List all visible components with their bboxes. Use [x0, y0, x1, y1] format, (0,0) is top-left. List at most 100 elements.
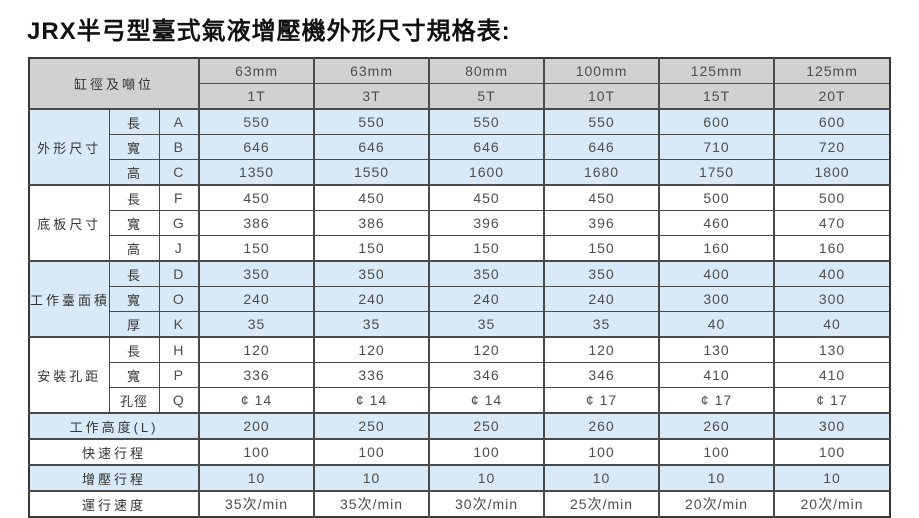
col-diameter-header: 63mm — [313, 57, 430, 84]
spec-value: 410 — [658, 362, 775, 388]
spec-value: 160 — [773, 235, 891, 262]
spec-value: 10 — [658, 464, 775, 492]
spec-value: 240 — [428, 286, 545, 312]
table-row: 外形尺寸 長 A 550 550 550 550 600 600 — [28, 108, 891, 186]
col-tonnage-header: 20T — [773, 83, 891, 110]
group-label: 安裝孔距 — [28, 336, 110, 414]
spec-value: 550 — [543, 108, 660, 135]
spec-value: 100 — [773, 438, 891, 466]
code-label: O — [158, 286, 200, 312]
spec-value: 336 — [313, 362, 430, 388]
footer-label: 運行速度 — [28, 490, 200, 518]
spec-value: 35次/min — [313, 490, 430, 518]
spec-value: 410 — [773, 362, 891, 388]
col-tonnage-header: 5T — [428, 83, 545, 110]
spec-value: 600 — [773, 108, 891, 135]
spec-value: 35 — [313, 311, 430, 338]
spec-value: 450 — [198, 184, 315, 211]
col-tonnage-header: 10T — [543, 83, 660, 110]
spec-value: 130 — [773, 336, 891, 363]
corner-label: 缸徑及噸位 — [28, 57, 200, 110]
code-label: J — [158, 235, 200, 262]
spec-value: 646 — [543, 134, 660, 160]
spec-value: 346 — [428, 362, 545, 388]
table-row: 寬 G 386 386 396 396 460 470 — [29, 210, 891, 236]
spec-value: 260 — [543, 412, 660, 440]
spec-value: 450 — [543, 184, 660, 211]
table-row: 厚 K 35 35 35 35 40 40 — [29, 311, 891, 338]
dim-label: 長 — [108, 336, 160, 363]
spec-value: 350 — [543, 260, 660, 287]
spec-value: 130 — [658, 336, 775, 363]
spec-value: 40 — [658, 311, 775, 338]
table-row: 高 J 150 150 150 150 160 160 — [29, 235, 891, 262]
spec-value: 10 — [428, 464, 545, 492]
spec-value: 386 — [198, 210, 315, 236]
spec-value: 100 — [198, 438, 315, 466]
spec-value: 710 — [658, 134, 775, 160]
spec-value: 646 — [428, 134, 545, 160]
spec-value: 20次/min — [658, 490, 775, 518]
spec-value: 10 — [313, 464, 430, 492]
spec-value: 100 — [428, 438, 545, 466]
group-label: 外形尺寸 — [28, 108, 110, 186]
dim-label: 孔徑 — [108, 387, 160, 414]
code-label: P — [158, 362, 200, 388]
table-row: 工作臺面積 長 D 350 350 350 350 400 400 — [28, 260, 891, 338]
spec-value: 20次/min — [773, 490, 891, 518]
spec-value: ¢ 17 — [773, 387, 891, 414]
spec-value: 550 — [428, 108, 545, 135]
spec-value: 10 — [773, 464, 891, 492]
group-label: 底板尺寸 — [28, 184, 110, 262]
spec-value: 350 — [428, 260, 545, 287]
spec-value: 240 — [543, 286, 660, 312]
spec-value: 450 — [313, 184, 430, 211]
table-row: 寬 O 240 240 240 240 300 300 — [29, 286, 891, 312]
spec-value: 30次/min — [428, 490, 545, 518]
spec-value: 1750 — [658, 159, 775, 186]
spec-value: 150 — [543, 235, 660, 262]
spec-value: 400 — [773, 260, 891, 287]
footer-label: 工作高度(L) — [28, 412, 200, 440]
spec-value: 1600 — [428, 159, 545, 186]
code-label: H — [158, 336, 200, 363]
spec-value: 300 — [773, 286, 891, 312]
dim-label: 寬 — [108, 210, 160, 236]
code-label: F — [158, 184, 200, 211]
dim-label: 長 — [108, 108, 160, 135]
spec-value: 1800 — [773, 159, 891, 186]
spec-value: 500 — [658, 184, 775, 211]
page-title: JRX半弓型臺式氣液增壓機外形尺寸規格表: — [27, 18, 511, 45]
table-row: 寬 B 646 646 646 646 710 720 — [29, 134, 891, 160]
code-label: D — [158, 260, 200, 287]
spec-value: 396 — [428, 210, 545, 236]
dim-label: 高 — [108, 159, 160, 186]
spec-value: 600 — [658, 108, 775, 135]
spec-value: 120 — [543, 336, 660, 363]
table-row: 增壓行程 10 10 10 10 10 10 — [28, 464, 891, 492]
spec-table: 缸徑及噸位 63mm 63mm 80mm 100mm 125mm 125mm 1… — [28, 57, 892, 518]
spec-value: 100 — [543, 438, 660, 466]
dim-label: 厚 — [108, 311, 160, 338]
col-tonnage-header: 15T — [658, 83, 775, 110]
spec-value: 550 — [313, 108, 430, 135]
spec-value: 120 — [313, 336, 430, 363]
table-row: 孔徑 Q ¢ 14 ¢ 14 ¢ 14 ¢ 17 ¢ 17 ¢ 17 — [29, 387, 891, 414]
spec-value: 35次/min — [198, 490, 315, 518]
spec-value: 100 — [658, 438, 775, 466]
dim-label: 高 — [108, 235, 160, 262]
spec-value: 240 — [313, 286, 430, 312]
spec-value: 646 — [198, 134, 315, 160]
col-diameter-header: 100mm — [543, 57, 660, 84]
spec-value: 720 — [773, 134, 891, 160]
table-row: 寬 P 336 336 346 346 410 410 — [29, 362, 891, 388]
spec-value: 346 — [543, 362, 660, 388]
spec-value: 646 — [313, 134, 430, 160]
table-row: 工作高度(L) 200 250 250 260 260 300 — [28, 412, 891, 440]
spec-value: ¢ 14 — [198, 387, 315, 414]
code-label: B — [158, 134, 200, 160]
spec-value: 1680 — [543, 159, 660, 186]
spec-value: 160 — [658, 235, 775, 262]
dim-label: 寬 — [108, 362, 160, 388]
spec-value: 1550 — [313, 159, 430, 186]
